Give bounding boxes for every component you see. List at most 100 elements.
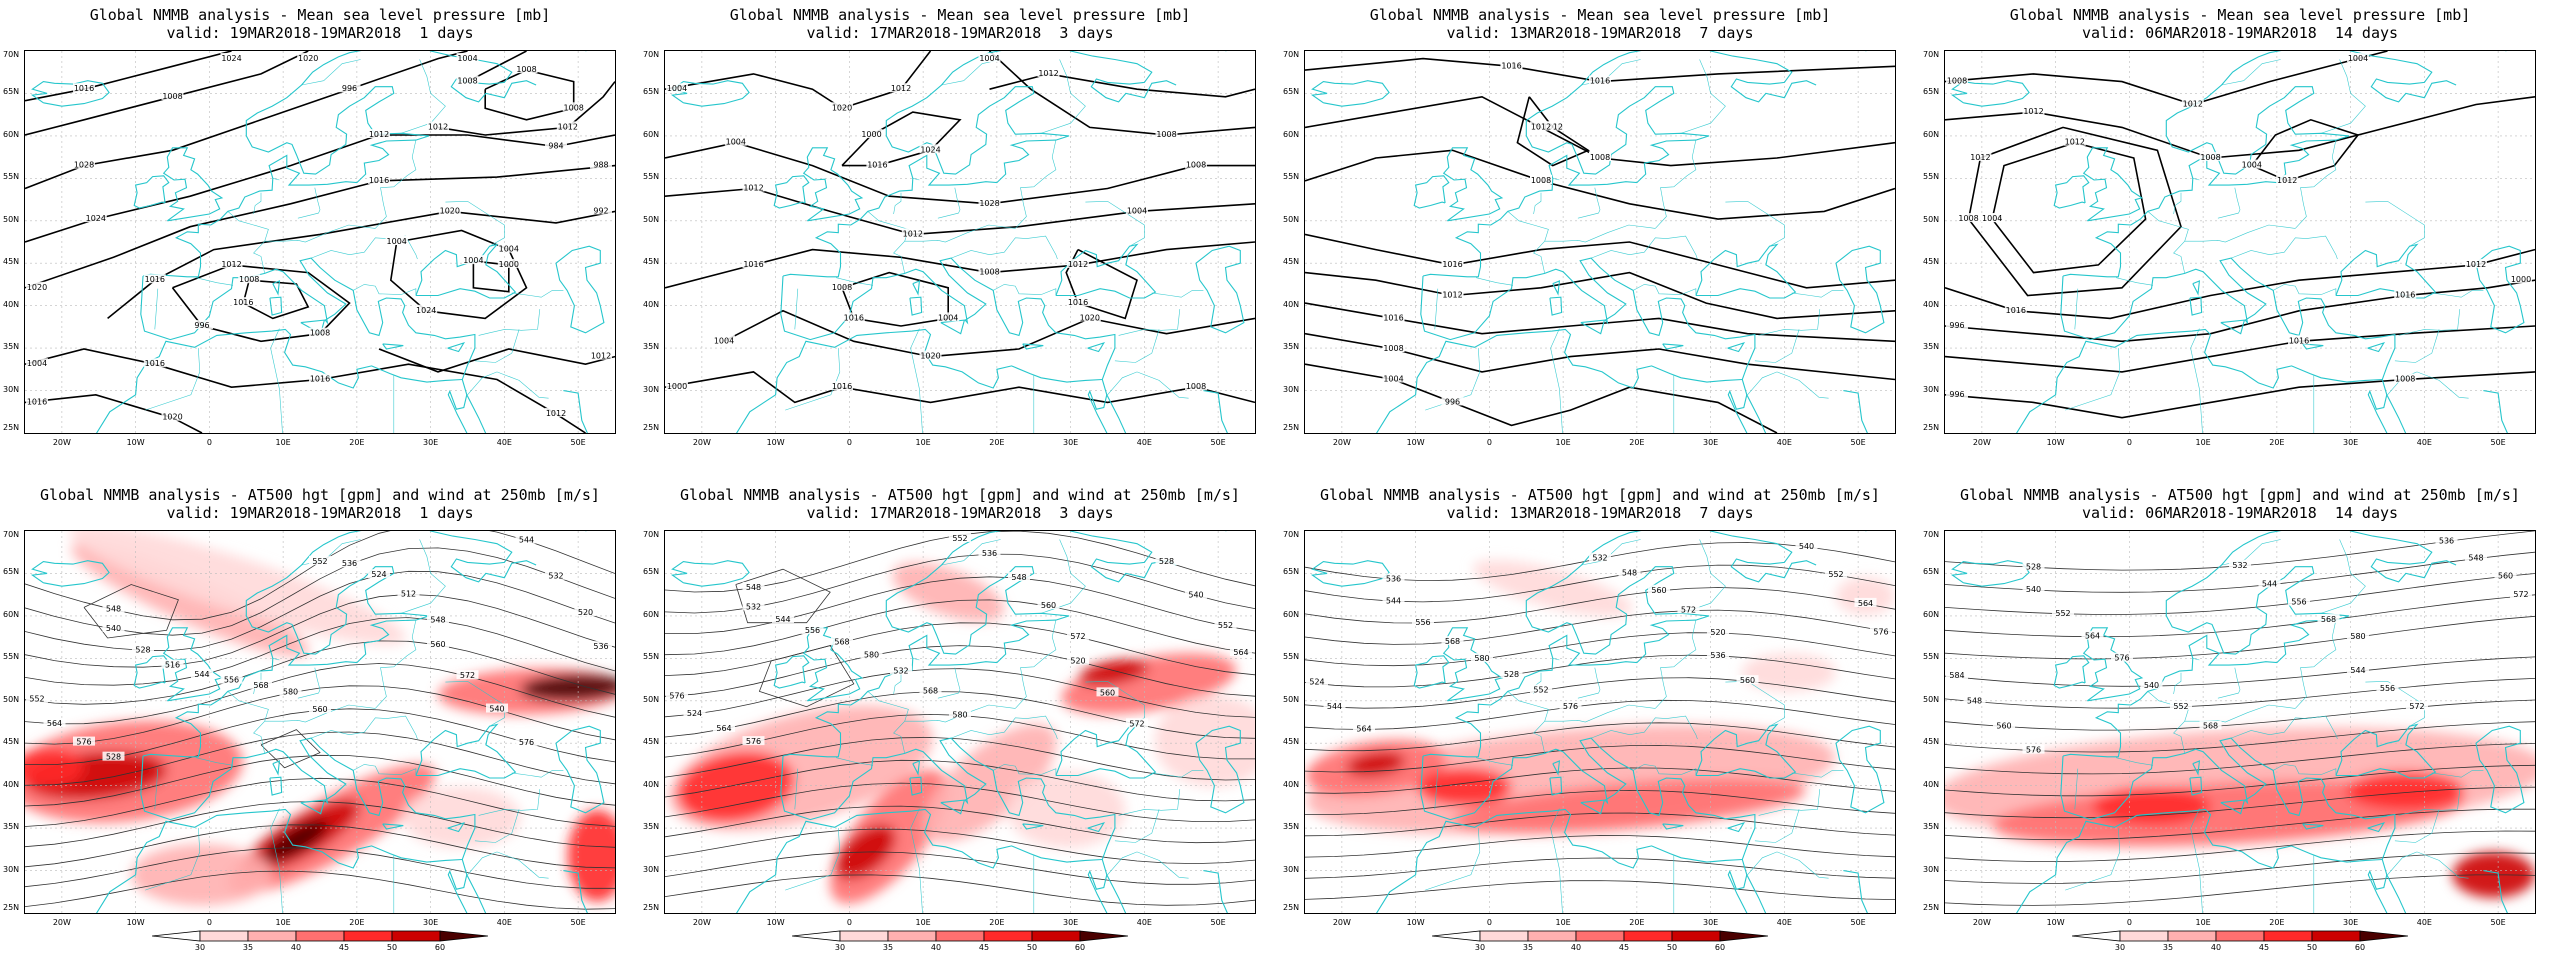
contour-label: 1016 — [145, 359, 165, 368]
colorbar-tick-label: 35 — [882, 943, 894, 952]
lat-tick-label: 70N — [1923, 50, 1940, 59]
lat-tick-label: 55N — [3, 652, 20, 662]
lat-tick-label: 55N — [643, 652, 660, 662]
lat-tick-label: 45N — [1923, 257, 1940, 267]
lat-tick-label: 60N — [1283, 609, 1300, 619]
lon-tick-label: 0 — [2126, 918, 2132, 927]
lon-tick-label: 10W — [126, 918, 145, 927]
contour-label: 532 — [893, 667, 908, 676]
contour-label: 560 — [430, 640, 445, 649]
lon-tick-label: 0 — [2126, 438, 2132, 447]
lon-tick-label: 50E — [2490, 438, 2506, 447]
contour-label: 1004 — [499, 245, 519, 254]
contour-label: 1012 — [2023, 107, 2043, 116]
contour-label: 996 — [1445, 397, 1460, 406]
contour-label: 576 — [1873, 628, 1888, 637]
wind-speed-shading — [1945, 727, 2535, 898]
lat-tick-label: 65N — [1283, 567, 1300, 577]
contour-label: 1008 — [2200, 153, 2220, 162]
isobar-contours — [665, 51, 1255, 404]
lon-tick-label: 20W — [52, 918, 71, 927]
colorbar-tick-label: 60 — [2354, 943, 2366, 952]
coastlines — [30, 51, 605, 433]
lon-tick-label: 30E — [1703, 918, 1719, 927]
contour-label: 576 — [669, 691, 684, 700]
lat-tick-label: 30N — [1923, 864, 1940, 874]
coastlines — [670, 51, 1245, 433]
contour-label: 552 — [312, 557, 327, 566]
lat-tick-label: 70N — [643, 50, 660, 59]
contour-label: 564 — [2085, 632, 2100, 641]
contour-label: 1004 — [979, 54, 999, 63]
lon-tick-label: 30E — [423, 918, 439, 927]
contour-label: 520 — [1710, 628, 1725, 637]
lon-tick-label: 10W — [2046, 918, 2065, 927]
lat-tick-label: 65N — [1923, 567, 1940, 577]
wind-speed-shading — [25, 531, 615, 906]
map-canvas: 548 552 528 532 536 540 544 548 552 556 560 564 568 5… — [665, 531, 1255, 913]
contour-label: 520 — [1070, 657, 1085, 666]
contour-label: 1016 — [233, 298, 253, 307]
colorbar-tick-label: 60 — [434, 943, 446, 952]
wind-colorbar: 30 35 40 45 50 60 — [152, 930, 488, 954]
contour-label: 556 — [2380, 684, 2395, 693]
contour-label: 988 — [593, 161, 608, 170]
contour-label: 568 — [923, 687, 938, 696]
contour-label: 1012 — [558, 122, 578, 131]
colorbar-tick-label: 35 — [2162, 943, 2174, 952]
contour-label: 540 — [489, 705, 504, 714]
lon-tick-label: 20E — [349, 918, 365, 927]
colorbar-tick-label: 40 — [1570, 943, 1582, 952]
lat-tick-label: 30N — [1283, 864, 1300, 874]
panel-subtitle: valid: 19MAR2018-19MAR2018 1 days — [166, 24, 474, 42]
contour-label: 1024 — [416, 306, 436, 315]
lon-tick-label: 30E — [1063, 438, 1079, 447]
lat-tick-label: 65N — [643, 87, 660, 97]
colorbar-tick-label: 40 — [290, 943, 302, 952]
contour-label: 1008 — [1947, 77, 1967, 86]
lon-tick-label: 10W — [766, 438, 785, 447]
panel-title: Global NMMB analysis - Mean sea level pr… — [729, 6, 1191, 24]
contour-label: 1012 — [1442, 290, 1462, 299]
lat-tick-label: 35N — [3, 822, 20, 832]
wind-colorbar: 30 35 40 45 50 60 — [792, 930, 1128, 954]
lon-tick-label: 0 — [846, 918, 852, 927]
map-canvas: 548 552 544 540 536 532 528 524 520 516 512 536 544 5… — [25, 531, 615, 913]
map-panel-hgt-7: Global NMMB analysis - AT500 hgt [gpm] a… — [1280, 480, 1920, 960]
lat-tick-label: 70N — [1923, 530, 1940, 539]
contour-label: 992 — [593, 206, 608, 215]
contour-label: 528 — [1504, 670, 1519, 679]
contour-label: 576 — [1563, 702, 1578, 711]
contour-label: 568 — [834, 637, 849, 646]
colorbar-tick-label: 30 — [2114, 943, 2126, 952]
contour-labels: 536 532 540 544 548 552 556 560 564 568 572 576 580 5… — [1306, 540, 1892, 734]
contour-label: 1004 — [387, 237, 407, 246]
contour-label: 520 — [578, 608, 593, 617]
contour-label: 552 — [2173, 702, 2188, 711]
lon-tick-label: 30E — [423, 438, 439, 447]
contour-label: 1016 — [832, 382, 852, 391]
colorbar-tick-label: 60 — [1714, 943, 1726, 952]
contour-label: 572 — [1681, 605, 1696, 614]
contour-label: 528 — [2026, 562, 2041, 571]
contour-label: 576 — [76, 738, 91, 747]
colorbar-tick-label: 30 — [1474, 943, 1486, 952]
contour-label: 996 — [194, 321, 209, 330]
contour-label: 572 — [460, 671, 475, 680]
lat-tick-label: 40N — [1283, 779, 1300, 789]
contour-label: 548 — [1622, 569, 1637, 578]
lat-tick-label: 45N — [1283, 737, 1300, 747]
contour-label: 1004 — [2348, 54, 2368, 63]
contour-label: 536 — [593, 642, 608, 651]
contour-label: 1004 — [457, 54, 477, 63]
contour-label: 576 — [2026, 746, 2041, 755]
lat-tick-label: 70N — [3, 50, 20, 59]
contour-label: 580 — [283, 688, 298, 697]
graticule — [1305, 531, 1895, 913]
lat-tick-label: 40N — [3, 779, 20, 789]
contour-label: 1000 — [499, 260, 519, 269]
contour-label: 1000 — [667, 382, 687, 391]
lat-tick-label: 30N — [643, 384, 660, 394]
contour-label: 564 — [1233, 648, 1248, 657]
contour-label: 1012 — [2466, 260, 2486, 269]
